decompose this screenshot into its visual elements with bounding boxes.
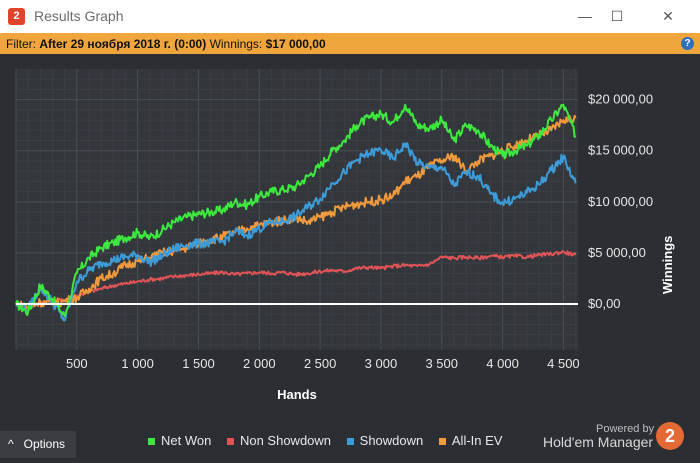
maximize-button[interactable]: ☐ bbox=[610, 8, 624, 24]
winnings-label: Winnings: bbox=[209, 37, 263, 51]
y-tick-label: $15 000,00 bbox=[588, 143, 653, 158]
legend-swatch-showdown bbox=[346, 438, 354, 446]
x-tick-label: 1 000 bbox=[121, 356, 154, 371]
filter-label: Filter: bbox=[6, 37, 36, 51]
x-tick-label: 3 500 bbox=[425, 356, 458, 371]
legend-label-non-showdown: Non Showdown bbox=[239, 433, 332, 448]
options-label: Options bbox=[23, 437, 65, 451]
series-non-showdown bbox=[15, 250, 577, 310]
legend-label-showdown: Showdown bbox=[359, 433, 424, 448]
legend-all-in-ev[interactable]: All-In EV bbox=[438, 433, 509, 448]
x-tick-label: 4 000 bbox=[486, 356, 519, 371]
legend-non-showdown[interactable]: Non Showdown bbox=[226, 433, 337, 448]
filter-value: After 29 ноября 2018 г. (0:00) bbox=[39, 37, 207, 51]
close-button[interactable]: ✕ bbox=[662, 8, 674, 24]
x-tick-label: 2 500 bbox=[304, 356, 337, 371]
x-axis-title: Hands bbox=[277, 387, 317, 402]
legend-swatch-all-in-ev bbox=[438, 438, 446, 446]
y-tick-label: $0,00 bbox=[588, 296, 621, 311]
y-tick-label: $10 000,00 bbox=[588, 194, 653, 209]
filter-bar: Filter: After 29 ноября 2018 г. (0:00) W… bbox=[0, 33, 700, 54]
options-button[interactable]: ^ Options bbox=[0, 431, 76, 458]
legend-swatch-net-won bbox=[148, 438, 155, 446]
chevron-up-icon: ^ bbox=[8, 437, 14, 451]
help-icon[interactable]: ? bbox=[681, 37, 694, 50]
winnings-value: $17 000,00 bbox=[265, 37, 326, 51]
legend-label-net-won: Net Won bbox=[161, 433, 212, 448]
powered-by-text: Powered by bbox=[596, 423, 655, 435]
x-tick-label: 2 000 bbox=[243, 356, 276, 371]
window-title: Results Graph bbox=[34, 8, 124, 24]
results-graph: 500 1 000 1 500 2 000 2 500 3 000 3 500 4 000 4 … bbox=[0, 54, 700, 458]
legend-showdown[interactable]: Showdown bbox=[346, 433, 430, 448]
x-tick-label: 4 500 bbox=[547, 356, 580, 371]
y-tick-label: $20 000,00 bbox=[588, 92, 653, 107]
minimize-button[interactable]: — bbox=[578, 8, 592, 24]
legend-label-all-in-ev: All-In EV bbox=[451, 433, 503, 448]
y-axis-title: Winnings bbox=[660, 235, 675, 294]
legend-net-won[interactable]: Net Won bbox=[148, 433, 217, 448]
x-tick-label: 500 bbox=[66, 356, 88, 371]
x-tick-label: 3 000 bbox=[365, 356, 398, 371]
chart-legend: Net Won Non Showdown Showdown All-In EV bbox=[148, 433, 514, 448]
series-net-won bbox=[15, 103, 577, 318]
title-bar: 2 Results Graph — ☐ ✕ bbox=[0, 0, 700, 33]
x-tick-label: 1 500 bbox=[182, 356, 215, 371]
app-logo-icon: 2 bbox=[8, 8, 25, 25]
brand-name: Hold'em Manager bbox=[543, 434, 654, 450]
hem-logo-icon: 2 bbox=[656, 422, 684, 450]
legend-swatch-non-showdown bbox=[226, 438, 234, 446]
series-showdown bbox=[15, 142, 577, 322]
y-tick-label: $5 000,00 bbox=[588, 245, 646, 260]
filter-summary: Filter: After 29 ноября 2018 г. (0:00) W… bbox=[6, 37, 326, 51]
results-chart: 500 1 000 1 500 2 000 2 500 3 000 3 500 4 000 4 … bbox=[15, 69, 653, 402]
